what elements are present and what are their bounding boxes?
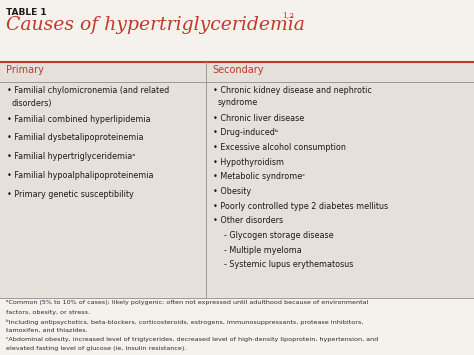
Text: • Poorly controlled type 2 diabetes mellitus: • Poorly controlled type 2 diabetes mell…: [213, 202, 388, 211]
Text: 1,2: 1,2: [282, 11, 294, 20]
Bar: [0, 62, 474, 298]
Text: Secondary: Secondary: [212, 65, 264, 75]
Text: TABLE 1: TABLE 1: [6, 8, 46, 17]
Bar: [0, 0, 474, 62]
Text: • Familial hypoalphalipoproteinemia: • Familial hypoalphalipoproteinemia: [7, 171, 154, 180]
Text: ᶜAbdominal obesity, increased level of triglycerides, decreased level of high-de: ᶜAbdominal obesity, increased level of t…: [6, 337, 378, 342]
Text: factors, obesity, or stress.: factors, obesity, or stress.: [6, 310, 90, 315]
Text: • Excessive alcohol consumption: • Excessive alcohol consumption: [213, 143, 346, 152]
Text: tamoxifen, and thiazides.: tamoxifen, and thiazides.: [6, 328, 87, 333]
Text: disorders): disorders): [12, 99, 52, 108]
Text: • Familial hypertriglyceridemiaᵃ: • Familial hypertriglyceridemiaᵃ: [7, 152, 136, 161]
Text: elevated fasting level of glucose (ie, insulin resistance).: elevated fasting level of glucose (ie, i…: [6, 346, 186, 351]
Text: - Glycogen storage disease: - Glycogen storage disease: [224, 231, 334, 240]
Text: • Primary genetic susceptibility: • Primary genetic susceptibility: [7, 190, 134, 199]
Bar: [0, 298, 474, 355]
Text: Causes of hypertriglyceridemia: Causes of hypertriglyceridemia: [6, 16, 305, 34]
Text: - Multiple myeloma: - Multiple myeloma: [224, 246, 302, 255]
Text: • Familial dysbetalipoproteinemia: • Familial dysbetalipoproteinemia: [7, 133, 144, 142]
Text: • Chronic liver disease: • Chronic liver disease: [213, 114, 305, 122]
Text: ᵃCommon (5% to 10% of cases); likely polygenic; often not expressed until adulth: ᵃCommon (5% to 10% of cases); likely pol…: [6, 300, 368, 305]
Text: - Systemic lupus erythematosus: - Systemic lupus erythematosus: [224, 260, 354, 269]
Text: • Familial chylomicronemia (and related: • Familial chylomicronemia (and related: [7, 86, 169, 95]
Text: • Hypothyroidism: • Hypothyroidism: [213, 158, 284, 166]
Text: • Other disorders: • Other disorders: [213, 216, 283, 225]
Text: • Familial combined hyperlipidemia: • Familial combined hyperlipidemia: [7, 115, 151, 124]
Text: syndrome: syndrome: [218, 98, 258, 106]
Text: ᵇIncluding antipsychotics, beta-blockers, corticosteroids, estrogens, immunosupp: ᵇIncluding antipsychotics, beta-blockers…: [6, 319, 363, 325]
Text: • Metabolic syndromeᶜ: • Metabolic syndromeᶜ: [213, 172, 305, 181]
Text: • Obesity: • Obesity: [213, 187, 251, 196]
Text: • Drug-inducedᵇ: • Drug-inducedᵇ: [213, 128, 279, 137]
Text: • Chronic kidney disease and nephrotic: • Chronic kidney disease and nephrotic: [213, 86, 372, 95]
Text: Primary: Primary: [6, 65, 44, 75]
